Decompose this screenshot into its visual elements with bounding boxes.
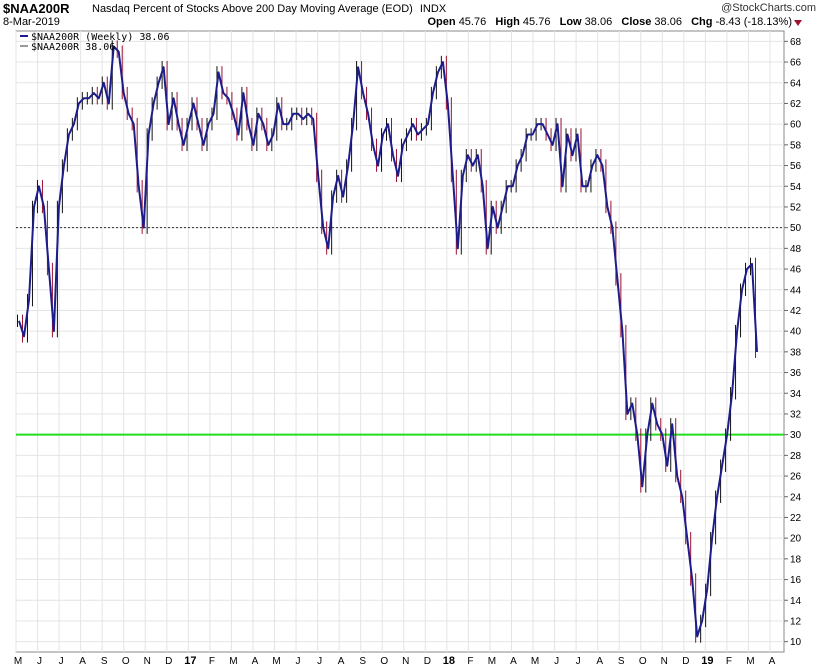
x-tick-label: O (639, 656, 647, 667)
x-tick-label: 18 (443, 655, 455, 667)
y-tick-label: 40 (790, 327, 802, 338)
y-tick-label: 34 (790, 389, 802, 400)
open-value: 45.76 (458, 16, 487, 28)
x-tick-label: J (59, 656, 64, 667)
y-tick-label: 22 (790, 513, 802, 524)
legend-label-daily: $NAA200R 38.06 (31, 42, 115, 53)
chart-date: 8-Mar-2019 (3, 16, 60, 28)
high-label: High (495, 16, 520, 28)
y-tick-label: 30 (790, 430, 802, 441)
x-tick-label: J (317, 656, 322, 667)
legend-label-weekly: $NAA200R (Weekly) 38.06 (31, 32, 169, 43)
y-tick-label: 28 (790, 451, 802, 462)
x-tick-label: D (682, 656, 689, 667)
y-tick-label: 14 (790, 596, 802, 607)
x-tick-label: N (661, 656, 668, 667)
y-tick-label: 20 (790, 534, 802, 545)
x-tick-label: A (596, 656, 603, 667)
y-tick-label: 46 (790, 265, 802, 276)
open-label: Open (427, 16, 456, 28)
exchange-label: INDX (419, 3, 447, 15)
x-tick-label: D (424, 656, 431, 667)
y-tick-label: 12 (790, 616, 802, 627)
high-value: 45.76 (522, 16, 551, 28)
x-tick-label: M (14, 656, 22, 667)
y-tick-label: 66 (790, 58, 802, 69)
description-text: Nasdaq Percent of Stocks Above 200 Day M… (92, 3, 413, 15)
y-tick-label: 58 (790, 140, 802, 151)
x-tick-label: J (576, 656, 581, 667)
x-tick-label: F (467, 656, 473, 667)
y-tick-label: 44 (790, 285, 802, 296)
symbol-description: Nasdaq Percent of Stocks Above 200 Day M… (92, 3, 446, 15)
y-tick-label: 42 (790, 306, 802, 317)
chg-value: -8.43 (-18.13%) (715, 16, 792, 28)
down-arrow-icon (794, 20, 802, 26)
x-tick-label: M (229, 656, 237, 667)
chg-label: Chg (691, 16, 713, 28)
y-tick-label: 18 (790, 554, 802, 565)
copyright-link[interactable]: @StockCharts.com (721, 2, 816, 14)
y-tick-label: 26 (790, 472, 802, 483)
y-tick-label: 68 (790, 37, 802, 48)
ohlc-readout: Open 45.76 High 45.76 Low 38.06 Close 38… (428, 16, 793, 28)
x-tick-label: A (252, 656, 259, 667)
y-tick-label: 36 (790, 368, 802, 379)
series-line-weekly (18, 45, 758, 638)
y-tick-label: 60 (790, 120, 802, 131)
x-tick-label: A (510, 656, 517, 667)
x-tick-label: O (380, 656, 388, 667)
plot-area (15, 30, 785, 653)
x-tick-label: J (554, 656, 559, 667)
x-tick-label: S (101, 656, 108, 667)
x-tick-label: D (165, 656, 172, 667)
x-tick-label: 17 (184, 655, 196, 667)
y-tick-label: 50 (790, 223, 802, 234)
y-tick-label: 64 (790, 78, 802, 89)
y-tick-label: 16 (790, 575, 802, 586)
x-tick-label: F (726, 656, 732, 667)
close-value: 38.06 (654, 16, 682, 28)
x-tick-label: J (296, 656, 301, 667)
y-tick-label: 32 (790, 409, 802, 420)
y-tick-label: 38 (790, 347, 802, 358)
x-tick-label: S (618, 656, 625, 667)
x-tick-label: J (37, 656, 42, 667)
x-tick-label: A (338, 656, 345, 667)
low-label: Low (559, 16, 582, 28)
x-tick-label: F (209, 656, 215, 667)
y-tick-label: 52 (790, 202, 802, 213)
x-tick-label: M (746, 656, 754, 667)
y-tick-label: 56 (790, 161, 802, 172)
chart-header: $NAA200R Nasdaq Percent of Stocks Above … (0, 0, 820, 30)
x-tick-label: N (144, 656, 151, 667)
y-tick-label: 10 (790, 637, 802, 648)
y-tick-label: 24 (790, 492, 802, 503)
y-tick-label: 62 (790, 99, 802, 110)
low-value: 38.06 (584, 16, 613, 28)
x-tick-label: M (531, 656, 539, 667)
x-tick-label: N (402, 656, 409, 667)
x-tick-label: M (272, 656, 280, 667)
x-tick-label: A (79, 656, 86, 667)
x-tick-label: M (488, 656, 496, 667)
x-tick-label: O (122, 656, 130, 667)
x-tick-label: S (359, 656, 366, 667)
symbol-title: $NAA200R (3, 1, 70, 16)
y-tick-label: 48 (790, 244, 802, 255)
y-tick-label: 54 (790, 182, 802, 193)
x-tick-label: 19 (701, 655, 713, 667)
x-tick-label: A (769, 656, 776, 667)
close-label: Close (621, 16, 652, 28)
